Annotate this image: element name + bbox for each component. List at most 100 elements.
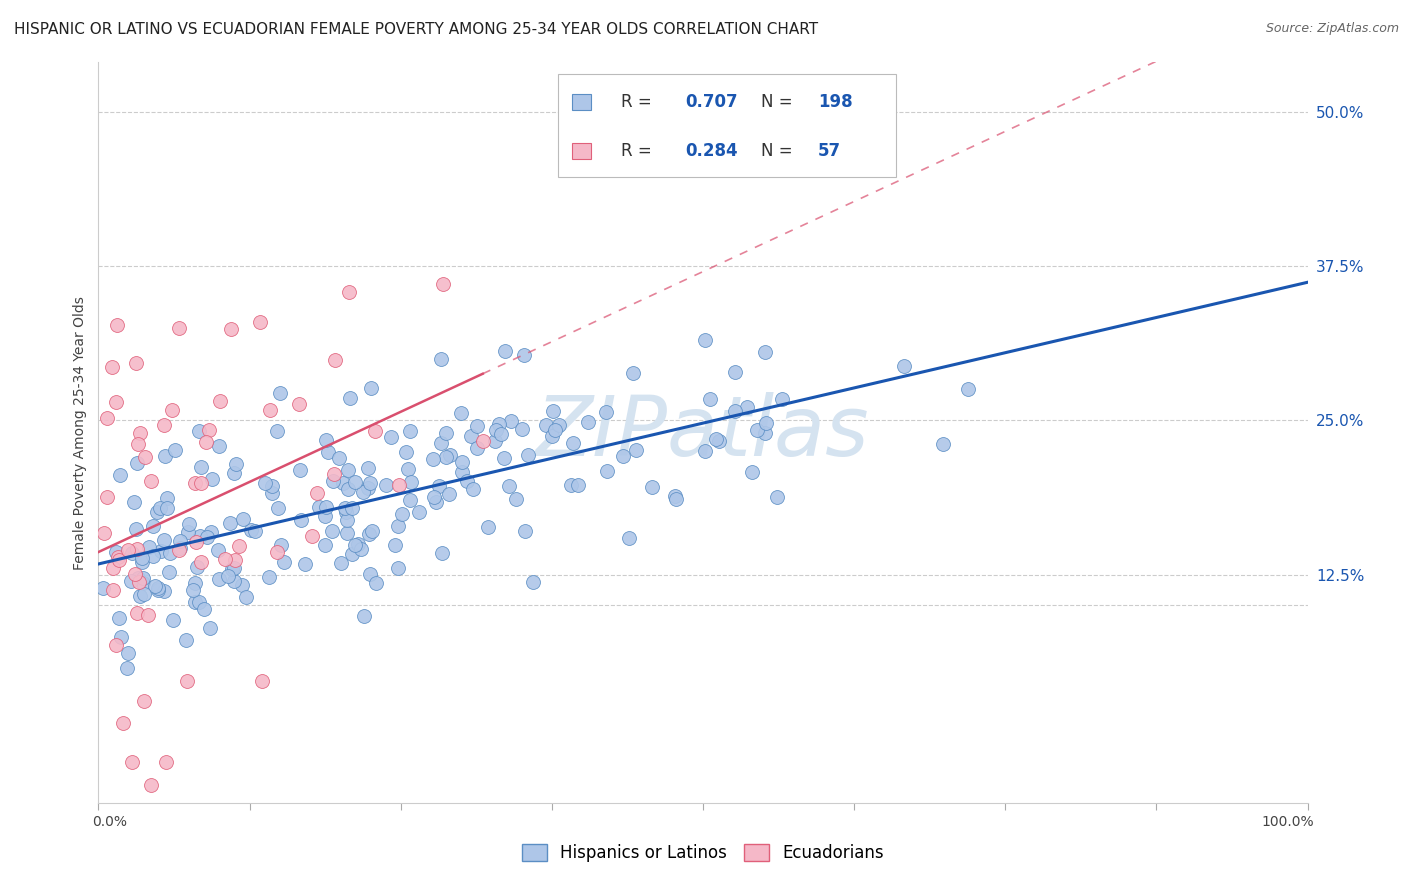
Text: 0.284: 0.284 — [685, 143, 738, 161]
Point — [357, 527, 380, 541]
Point — [183, 476, 205, 491]
Point — [235, 590, 257, 604]
Point — [626, 443, 648, 458]
Point — [956, 382, 979, 396]
Point — [336, 525, 359, 540]
Point — [517, 448, 540, 462]
Point — [408, 505, 430, 519]
Point — [125, 356, 148, 370]
Point — [186, 560, 208, 574]
Point — [308, 500, 330, 515]
Point — [249, 315, 271, 329]
Point — [243, 524, 266, 538]
Point — [499, 414, 522, 428]
Point — [125, 456, 148, 470]
Point — [129, 589, 152, 603]
Point — [437, 487, 460, 501]
Point — [112, 716, 135, 731]
Point — [693, 443, 716, 458]
Text: R =: R = — [621, 143, 657, 161]
Point — [127, 571, 149, 585]
Legend: Hispanics or Latinos, Ecuadorians: Hispanics or Latinos, Ecuadorians — [516, 837, 890, 869]
Point — [270, 538, 292, 552]
Point — [188, 529, 211, 543]
Point — [120, 574, 142, 588]
Point — [465, 441, 488, 455]
Text: 198: 198 — [818, 93, 852, 111]
Point — [434, 450, 457, 465]
Point — [360, 380, 382, 394]
Point — [350, 542, 373, 557]
Point — [121, 546, 143, 560]
Point — [724, 365, 747, 379]
Point — [122, 495, 145, 509]
Point — [336, 513, 359, 527]
Point — [766, 490, 789, 504]
Point — [157, 565, 180, 579]
Point — [287, 397, 309, 411]
Point — [208, 439, 231, 453]
Point — [347, 537, 370, 551]
Point — [770, 392, 793, 406]
Y-axis label: Female Poverty Among 25-34 Year Olds: Female Poverty Among 25-34 Year Olds — [73, 295, 87, 570]
Point — [225, 457, 247, 471]
Point — [548, 418, 571, 433]
Point — [183, 575, 205, 590]
Point — [221, 562, 243, 576]
Point — [253, 475, 276, 490]
Point — [153, 533, 176, 547]
Point — [159, 546, 181, 560]
Point — [434, 426, 457, 441]
Point — [305, 486, 328, 500]
Point — [337, 482, 360, 496]
Point — [195, 530, 218, 544]
Point — [219, 321, 242, 335]
Point — [391, 507, 413, 521]
Point — [290, 513, 312, 527]
Point — [513, 348, 536, 362]
Point — [450, 466, 472, 480]
Point — [107, 549, 129, 564]
Point — [142, 519, 165, 533]
Point — [316, 445, 339, 459]
Text: 57: 57 — [818, 143, 841, 161]
Point — [335, 505, 357, 519]
Point — [621, 366, 644, 380]
Point — [755, 417, 778, 431]
Point — [200, 621, 222, 635]
Point — [534, 417, 557, 432]
Point — [375, 478, 398, 492]
Point — [357, 481, 380, 495]
Point — [269, 385, 291, 400]
Point — [260, 478, 283, 492]
Point — [439, 448, 461, 462]
Text: N =: N = — [761, 143, 799, 161]
Point — [186, 535, 208, 549]
Point — [134, 450, 156, 465]
Point — [143, 578, 166, 592]
Point — [103, 583, 125, 598]
Point — [384, 537, 406, 551]
Point — [266, 545, 288, 559]
Point — [105, 395, 128, 409]
Point — [193, 601, 215, 615]
FancyBboxPatch shape — [558, 73, 897, 178]
Point — [560, 478, 582, 492]
Point — [117, 646, 139, 660]
Point — [104, 544, 127, 558]
Point — [315, 433, 337, 447]
Point — [169, 533, 191, 548]
Point — [187, 424, 209, 438]
Point — [127, 437, 149, 451]
Point — [208, 572, 231, 586]
Point — [131, 550, 153, 565]
Point — [139, 778, 162, 792]
Point — [617, 531, 640, 545]
Point — [100, 360, 122, 375]
Point — [641, 480, 664, 494]
Point — [505, 491, 527, 506]
Point — [498, 479, 520, 493]
Point — [250, 673, 273, 688]
Point — [142, 549, 165, 563]
Point — [165, 442, 187, 457]
